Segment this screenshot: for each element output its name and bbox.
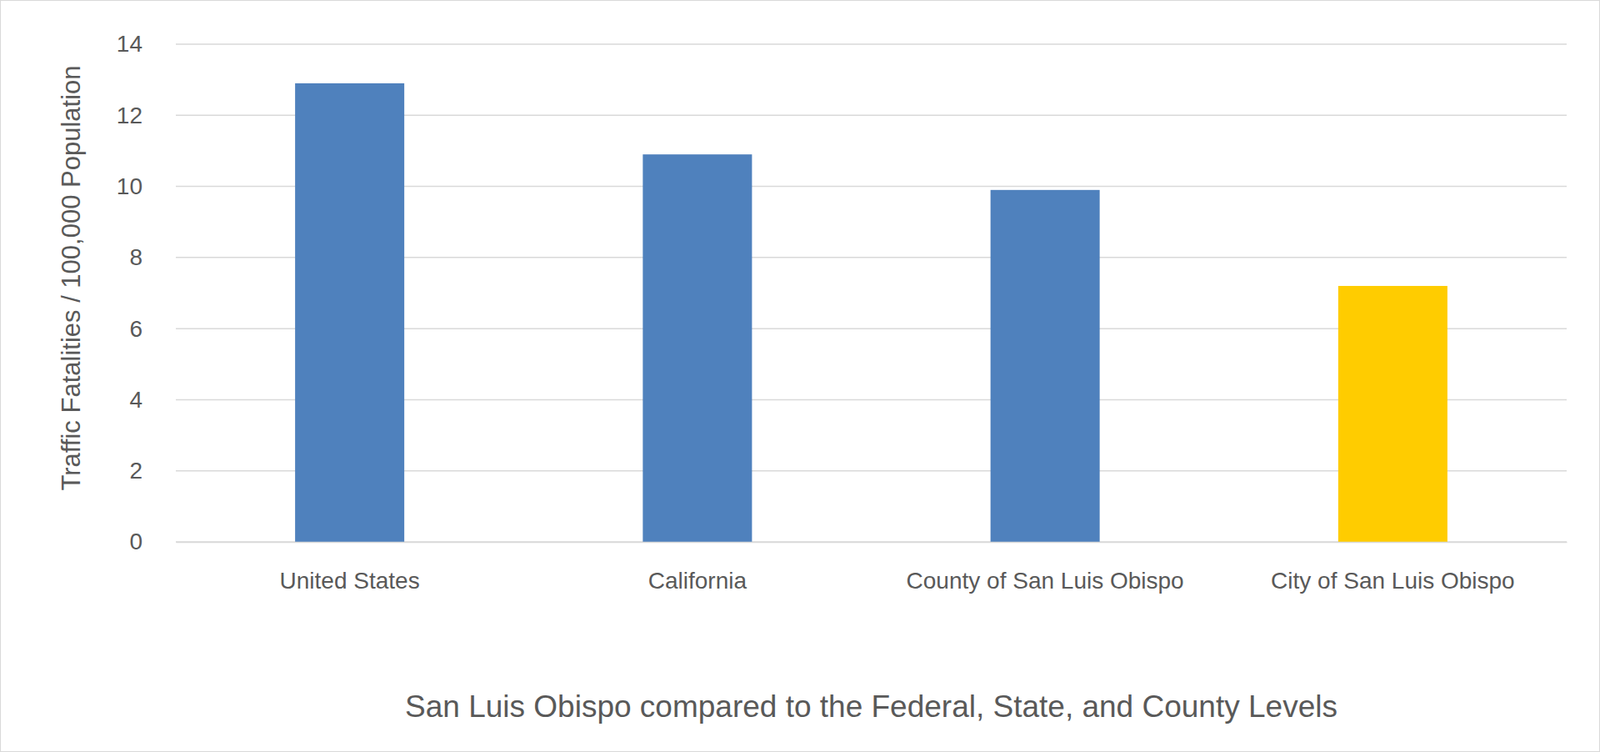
x-axis: United States California County of San Lui… xyxy=(176,541,1568,594)
x-tick: California xyxy=(648,541,748,594)
x-tick: County of San Luis Obispo xyxy=(906,541,1185,594)
y-tick: 14 xyxy=(116,30,176,57)
x-tick-label: California xyxy=(648,567,748,594)
bar xyxy=(1338,285,1448,542)
plot: 0 2 4 6 8 10 12 14 United States California County… xyxy=(116,30,1568,593)
grid xyxy=(175,44,1567,542)
y-tick-label: 6 xyxy=(129,315,143,342)
chart-frame xyxy=(0,0,1600,752)
y-tick: 8 xyxy=(129,244,176,270)
y-axis-title: Traffic Fatalities / 100,000 Population xyxy=(56,65,86,490)
x-tick: United States xyxy=(280,541,420,594)
y-tick: 6 xyxy=(129,315,176,342)
x-axis-title: San Luis Obispo compared to the Federal,… xyxy=(405,689,1338,724)
y-tick: 2 xyxy=(129,457,176,484)
x-tick-label: City of San Luis Obispo xyxy=(1270,567,1515,594)
y-tick-label: 12 xyxy=(116,102,143,129)
y-axis: 0 2 4 6 8 10 12 14 xyxy=(116,30,177,555)
bar xyxy=(642,154,752,542)
y-tick-label: 10 xyxy=(116,173,143,200)
y-tick: 4 xyxy=(129,386,176,413)
x-axis-line xyxy=(176,541,1568,544)
y-tick-label: 0 xyxy=(129,528,143,555)
grid-line xyxy=(175,43,1567,45)
y-tick-label: 2 xyxy=(129,457,143,484)
bars xyxy=(295,83,1448,542)
x-tick-label: United States xyxy=(280,567,420,594)
bar xyxy=(990,190,1100,542)
chart: 0 2 4 6 8 10 12 14 United States California County… xyxy=(0,0,1600,752)
x-tick: City of San Luis Obispo xyxy=(1270,541,1515,594)
y-tick: 12 xyxy=(116,102,176,129)
y-tick-label: 14 xyxy=(116,30,143,57)
y-tick-label: 8 xyxy=(129,244,143,270)
y-tick: 0 xyxy=(129,528,176,555)
x-tick-label: County of San Luis Obispo xyxy=(906,567,1185,594)
bar xyxy=(295,83,405,542)
y-tick: 10 xyxy=(116,173,176,200)
y-axis-line xyxy=(175,45,177,543)
y-tick-label: 4 xyxy=(129,386,143,413)
